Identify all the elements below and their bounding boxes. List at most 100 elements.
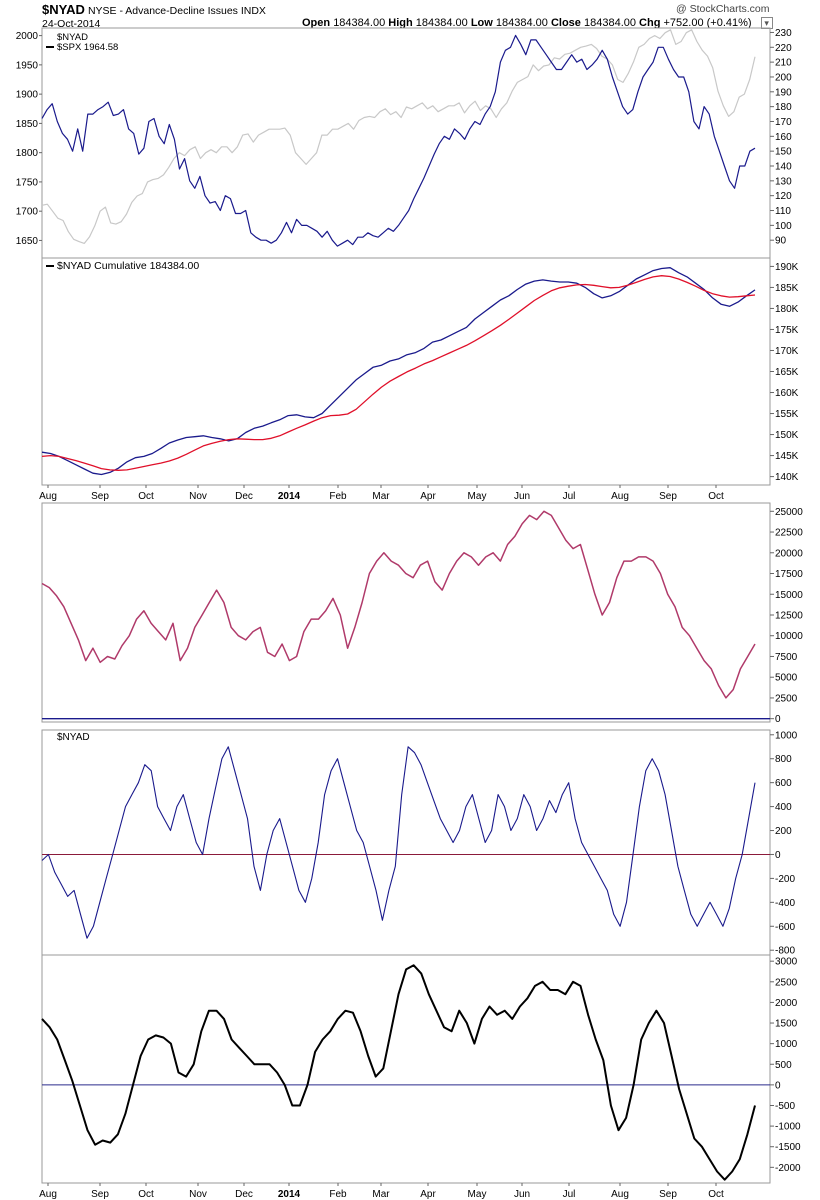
oscillator-1-axis-tick-label: 17500	[775, 569, 803, 580]
bottom-x-axis-tick-label: Mar	[372, 1189, 390, 1200]
x-axis-tick-label: Oct	[708, 491, 724, 502]
left-axis-tick-label: 1850	[16, 119, 39, 130]
oscillator-3-axis-tick-label: 1500	[775, 1019, 798, 1030]
high-value: 184384.00	[415, 17, 468, 29]
panel-frame-2	[41, 257, 771, 486]
bottom-x-axis-tick-label: Nov	[189, 1189, 207, 1200]
x-axis-tick-label: Dec	[235, 491, 253, 502]
bottom-x-axis-tick-label: 2014	[278, 1189, 301, 1200]
cumulative-axis-tick-label: 165K	[775, 367, 799, 378]
low-label: Low	[470, 17, 493, 29]
x-axis-tick-label: 2014	[278, 491, 301, 502]
left-axis-tick-label: 2000	[16, 31, 39, 42]
right-axis-tick-label: 90	[775, 236, 787, 247]
legend-oscillator-2: $NYAD	[57, 732, 90, 743]
x-axis-tick-label: Jun	[514, 491, 530, 502]
x-axis-tick-label: May	[468, 491, 487, 502]
symbol-description: NYSE - Advance-Decline Issues INDX	[87, 5, 266, 17]
open-value: 184384.00	[333, 17, 386, 29]
cumulative-axis-tick-label: 140K	[775, 472, 799, 483]
oscillator-1-axis-tick-label: 25000	[775, 507, 803, 518]
close-value: 184384.00	[583, 17, 636, 29]
oscillator-3-axis-tick-label: -1500	[775, 1142, 801, 1153]
oscillator-3-line	[41, 964, 756, 1181]
right-axis-tick-label: 160	[775, 132, 792, 143]
x-axis-tick-label: Aug	[611, 491, 629, 502]
open-label: Open	[302, 17, 331, 29]
chart-title: $NYAD NYSE - Advance-Decline Issues INDX	[42, 3, 266, 18]
bottom-x-axis-tick-label: Jun	[514, 1189, 530, 1200]
x-axis-tick-label: Sep	[659, 491, 677, 502]
x-axis-tick-label: Oct	[138, 491, 154, 502]
x-axis-tick-label: Mar	[372, 491, 390, 502]
oscillator-1-axis-tick-label: 0	[775, 714, 781, 725]
right-axis-tick-label: 100	[775, 221, 792, 232]
x-axis-tick-label: Apr	[420, 491, 436, 502]
oscillator-1-axis-tick-label: 5000	[775, 673, 798, 684]
cumulative-axis-tick-label: 145K	[775, 451, 799, 462]
panel-frame-1	[41, 27, 771, 259]
right-axis-tick-label: 140	[775, 162, 792, 173]
oscillator-1-axis-tick-label: 7500	[775, 652, 798, 663]
oscillator-3-axis-tick-label: 3000	[775, 957, 798, 968]
legend-spx: $SPX 1964.58	[57, 42, 118, 53]
cumulative-axis-tick-label: 150K	[775, 430, 799, 441]
x-axis-tick-label: Nov	[189, 491, 207, 502]
right-axis-tick-label: 220	[775, 43, 792, 54]
spx-series-line	[41, 29, 756, 244]
cumulative-axis-tick-label: 155K	[775, 409, 799, 420]
oscillator-1-axis-tick-label: 10000	[775, 631, 803, 642]
x-axis-tick-label: Sep	[91, 491, 109, 502]
oscillator-2-axis-tick-label: 800	[775, 754, 792, 765]
ohlc-readout: Open 184384.00 High 184384.00 Low 184384…	[302, 17, 773, 30]
right-axis-tick-label: 210	[775, 58, 792, 69]
chart-date: 24-Oct-2014	[42, 18, 101, 30]
oscillator-2-axis-tick-label: 0	[775, 850, 781, 861]
oscillator-2-axis-tick-label: 200	[775, 826, 792, 837]
oscillator-2-axis-tick-label: -800	[775, 946, 795, 957]
right-axis-tick-label: 180	[775, 102, 792, 113]
bottom-x-axis-tick-label: Jul	[563, 1189, 576, 1200]
x-axis-tick-label: Jul	[563, 491, 576, 502]
moving-average-line	[41, 275, 756, 471]
legend-cumulative: $NYAD Cumulative 184384.00	[57, 260, 199, 272]
oscillator-1-line	[41, 510, 756, 699]
bottom-x-axis-tick-label: Dec	[235, 1189, 253, 1200]
chg-value: +752.00 (+0.41%)	[663, 17, 752, 29]
cumulative-axis-tick-label: 175K	[775, 325, 799, 336]
oscillator-2-axis-tick-label: 1000	[775, 730, 798, 741]
left-axis-tick-label: 1950	[16, 60, 39, 71]
oscillator-2-axis-tick-label: -400	[775, 898, 795, 909]
oscillator-3-axis-tick-label: 1000	[775, 1039, 798, 1050]
left-axis-tick-label: 1800	[16, 148, 39, 159]
right-axis-tick-label: 120	[775, 191, 792, 202]
cumulative-series-line	[41, 267, 756, 476]
bottom-x-axis-tick-label: Aug	[611, 1189, 629, 1200]
right-axis-tick-label: 110	[775, 206, 791, 217]
oscillator-3-axis-tick-label: -500	[775, 1101, 795, 1112]
cumulative-axis-tick-label: 160K	[775, 388, 799, 399]
bottom-x-axis-tick-label: Apr	[420, 1189, 436, 1200]
low-value: 184384.00	[495, 17, 548, 29]
oscillator-3-axis-tick-label: 2000	[775, 998, 798, 1009]
left-axis-tick-label: 1700	[16, 207, 39, 218]
left-axis-tick-label: 1750	[16, 177, 39, 188]
cumulative-axis-tick-label: 180K	[775, 304, 799, 315]
oscillator-1-axis-tick-label: 20000	[775, 548, 803, 559]
oscillator-2-axis-tick-label: 600	[775, 778, 792, 789]
right-axis-tick-label: 150	[775, 147, 792, 158]
right-axis-tick-label: 230	[775, 28, 792, 39]
right-axis-tick-label: 190	[775, 87, 792, 98]
legend-nyad: $NYAD	[57, 32, 88, 43]
bottom-x-axis-tick-label: Aug	[39, 1189, 57, 1200]
stockcharts-credit: @ StockCharts.com	[676, 3, 770, 15]
bottom-x-axis-tick-label: Sep	[659, 1189, 677, 1200]
panel-frame-3	[41, 502, 771, 723]
oscillator-3-axis-tick-label: 500	[775, 1060, 792, 1071]
cumulative-axis-tick-label: 185K	[775, 283, 799, 294]
oscillator-1-axis-tick-label: 2500	[775, 693, 798, 704]
high-label: High	[388, 17, 413, 29]
oscillator-3-axis-tick-label: -1000	[775, 1122, 801, 1133]
cumulative-axis-tick-label: 170K	[775, 346, 799, 357]
